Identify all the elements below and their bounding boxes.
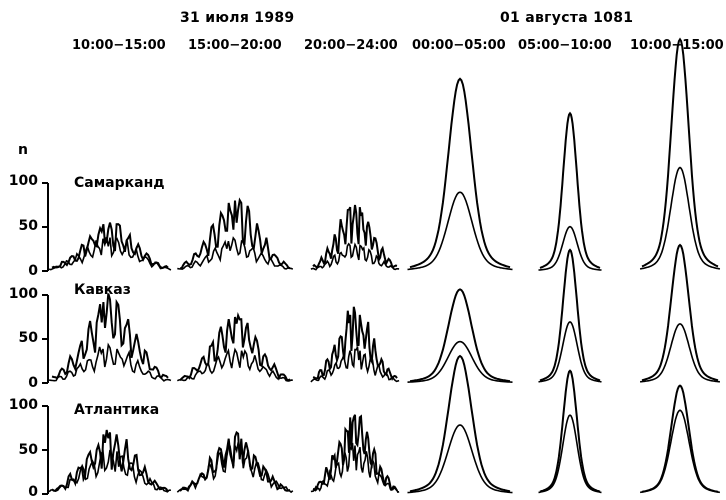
curve-upper-r3-c4 xyxy=(409,354,511,493)
curve-upper-r2-c2 xyxy=(179,311,291,382)
tick-label-row1-0: 0 xyxy=(28,263,38,279)
time-range-label-5: 05:00−10:00 xyxy=(518,38,612,53)
station-label-kavkaz: Кавказ xyxy=(74,282,131,298)
time-range-label-6: 10:00−15:00 xyxy=(630,38,724,53)
tick-label-row1-100: 100 xyxy=(8,173,38,189)
curve-lower-r2-c4 xyxy=(407,340,513,383)
curve-lower-r3-c3 xyxy=(310,442,400,494)
curve-upper-r1-c3 xyxy=(312,204,398,269)
station-label-samarkand: Самарканд xyxy=(74,175,165,191)
curve-upper-r1-c1 xyxy=(51,222,169,269)
tick-label-row1-50: 50 xyxy=(18,218,38,234)
curve-upper-r2-c4 xyxy=(409,288,511,383)
curve-lower-r3-c5 xyxy=(538,414,602,494)
curve-upper-r2-c5 xyxy=(539,248,601,382)
curve-upper-r3-c3 xyxy=(312,414,398,492)
curve-lower-r3-c1 xyxy=(48,449,171,493)
date-label-2: 01 августа 1081 xyxy=(500,10,634,26)
curve-lower-r2-c3 xyxy=(310,346,400,383)
curve-upper-r3-c6 xyxy=(641,384,719,493)
curve-lower-r1-c5 xyxy=(538,225,602,271)
curve-lower-r3-c2 xyxy=(176,441,294,494)
y-axis-label: n xyxy=(18,142,28,158)
curve-upper-r2-c3 xyxy=(312,306,398,382)
curve-lower-r1-c2 xyxy=(177,236,294,271)
tick-label-row2-50: 50 xyxy=(18,330,38,346)
curve-lower-r1-c6 xyxy=(639,166,721,270)
time-range-label-3: 20:00−24:00 xyxy=(304,38,398,53)
time-range-label-4: 00:00−05:00 xyxy=(412,38,506,53)
curve-upper-r1-c2 xyxy=(179,197,291,270)
curve-lower-r1-c1 xyxy=(48,237,172,271)
curve-lower-r2-c1 xyxy=(49,342,172,382)
station-label-atlantika: Атлантика xyxy=(74,402,160,418)
tick-label-row3-0: 0 xyxy=(28,484,38,500)
curve-lower-r2-c2 xyxy=(176,347,293,382)
curve-upper-r1-c6 xyxy=(641,37,719,268)
tick-label-row3-100: 100 xyxy=(8,397,38,413)
time-range-label-2: 15:00−20:00 xyxy=(188,38,282,53)
time-range-label-1: 10:00−15:00 xyxy=(72,38,166,53)
date-label-1: 31 июля 1989 xyxy=(180,10,295,26)
curve-upper-r1-c4 xyxy=(409,77,511,269)
curve-lower-r1-c3 xyxy=(310,242,400,271)
tick-label-row2-100: 100 xyxy=(8,286,38,302)
curve-lower-r2-c5 xyxy=(538,320,602,383)
curve-upper-r3-c5 xyxy=(539,369,601,493)
tick-label-row3-50: 50 xyxy=(18,442,38,458)
curve-lower-r1-c4 xyxy=(407,191,513,271)
curve-upper-r1-c5 xyxy=(539,111,601,269)
curve-upper-r2-c1 xyxy=(51,293,169,380)
curve-upper-r2-c6 xyxy=(641,243,719,382)
curve-lower-r2-c6 xyxy=(640,323,720,383)
curve-lower-r3-c6 xyxy=(640,409,720,494)
tick-label-row2-0: 0 xyxy=(28,375,38,391)
curve-lower-r3-c4 xyxy=(407,424,513,494)
